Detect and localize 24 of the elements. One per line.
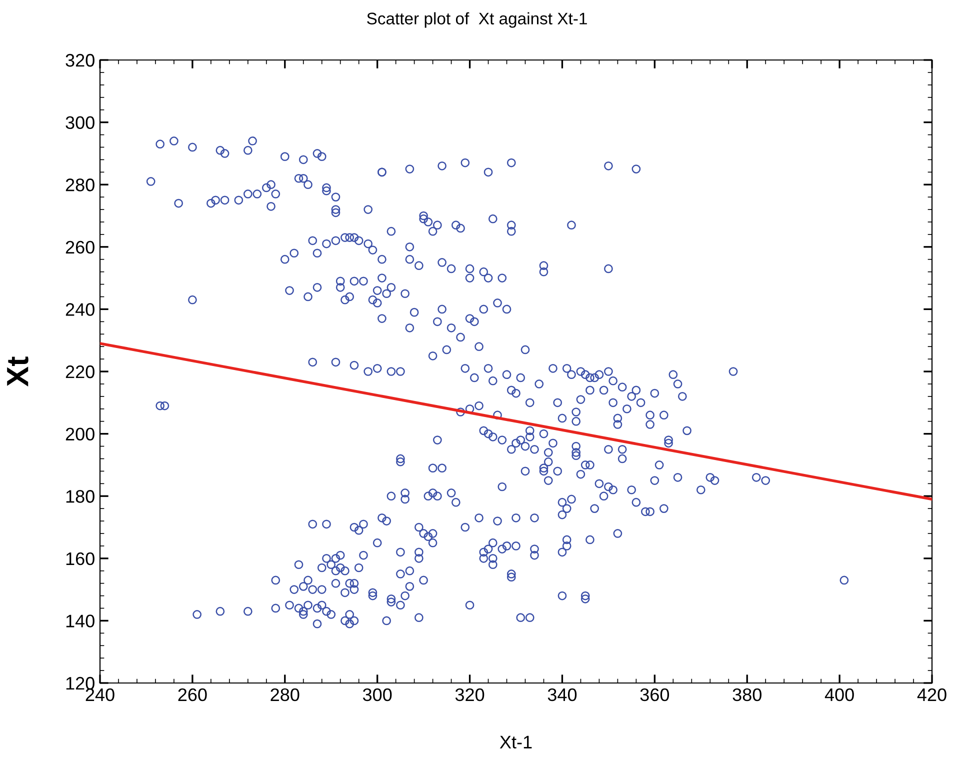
x-tick-label: 380 — [732, 688, 762, 702]
x-tick-label: 360 — [640, 688, 670, 702]
y-tick-label: 320 — [66, 54, 94, 67]
y-tick-label: 180 — [66, 490, 94, 503]
y-tick-label: 220 — [66, 365, 94, 378]
x-axis-title: Xt-1 — [500, 736, 532, 748]
y-tick-label: 140 — [66, 614, 94, 628]
x-tick-label: 300 — [362, 688, 392, 702]
x-tick-label: 280 — [270, 688, 300, 702]
chart-title: Scatter plot of Xt against Xt-1 — [367, 12, 587, 28]
x-tick-label: 260 — [178, 688, 207, 702]
y-tick-label: 200 — [66, 428, 94, 441]
x-tick-label: 400 — [824, 688, 854, 702]
y-tick-label: 160 — [66, 552, 94, 566]
y-tick-label: 280 — [66, 178, 94, 192]
y-axis-title: Xt — [7, 356, 28, 387]
x-tick-label: 240 — [86, 688, 114, 702]
x-tick-label: 340 — [548, 688, 577, 702]
y-tick-label: 120 — [66, 676, 94, 690]
y-tick-label: 240 — [66, 303, 94, 316]
x-tick-label: 320 — [455, 688, 484, 702]
x-tick-label: 420 — [917, 688, 946, 702]
y-tick-label: 260 — [66, 240, 94, 254]
y-tick-label: 300 — [66, 116, 94, 130]
